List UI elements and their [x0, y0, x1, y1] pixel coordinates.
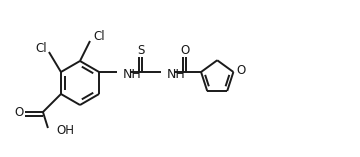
- Text: S: S: [137, 44, 144, 57]
- Text: NH: NH: [123, 68, 142, 81]
- Text: OH: OH: [56, 125, 74, 138]
- Text: O: O: [14, 106, 23, 119]
- Text: NH: NH: [167, 68, 186, 81]
- Text: O: O: [237, 63, 246, 76]
- Text: O: O: [180, 44, 189, 57]
- Text: Cl: Cl: [35, 41, 47, 54]
- Text: Cl: Cl: [93, 30, 105, 43]
